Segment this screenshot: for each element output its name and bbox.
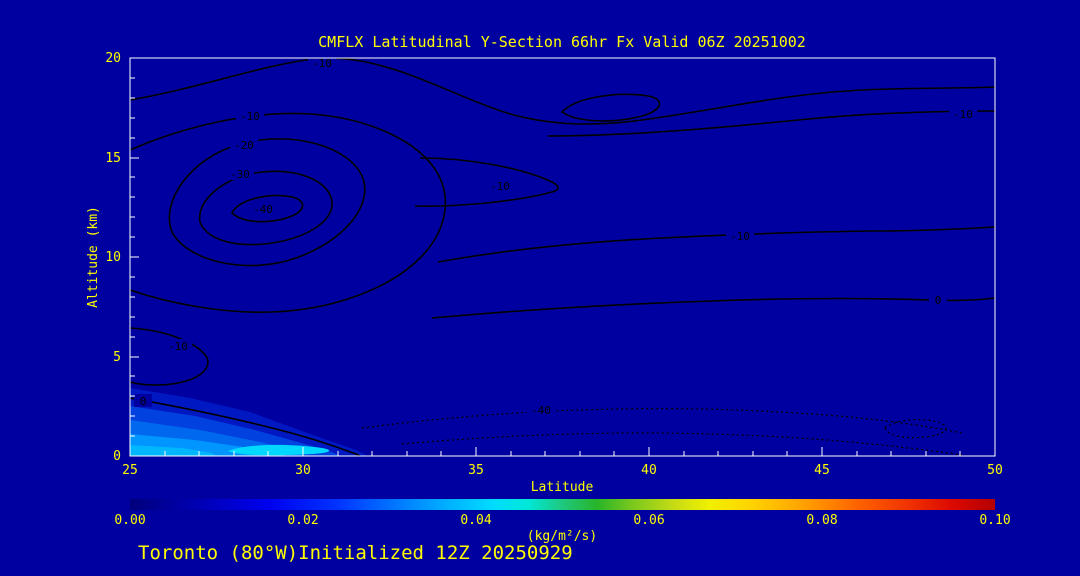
- colorbar-tick-label: 0.08: [806, 513, 837, 528]
- svg-text:-10: -10: [240, 110, 260, 123]
- colorbar-tick-label: 0.04: [460, 513, 491, 528]
- contour-label-group: -10 -10 -20 -30 -40 -10 -10 -10: [134, 57, 977, 417]
- colorbar-tick-label: 0.00: [114, 513, 145, 528]
- colorbar-tick-label: 0.06: [633, 513, 664, 528]
- x-tick-label: 25: [122, 463, 138, 478]
- colorbar-tick-label: 0.02: [287, 513, 318, 528]
- contour-label: 0: [929, 293, 947, 307]
- contour-label: -10: [726, 229, 754, 243]
- axis-ticks: [129, 57, 996, 457]
- contour-label: -10: [164, 339, 192, 353]
- x-tick-label: 30: [295, 463, 311, 478]
- svg-text:-10: -10: [168, 340, 188, 353]
- colorbar-tick-labels: 0.00 0.02 0.04 0.06 0.08 0.10: [114, 513, 1010, 528]
- colorbar-gradient: [130, 499, 995, 510]
- contour-label: -20: [230, 138, 258, 152]
- contour-label: -10: [486, 179, 514, 193]
- x-tick-label: 50: [987, 463, 1003, 478]
- y-tick-label: 0: [113, 449, 121, 464]
- colorbar-tick-label: 0.10: [979, 513, 1010, 528]
- contour-label: -40: [249, 202, 277, 216]
- dotted-contour-lines: [361, 407, 963, 456]
- contour-label: -10: [236, 109, 264, 123]
- init-footer: Toronto (80°W)Initialized 12Z 20250929: [138, 542, 573, 564]
- y-tick-label: 15: [105, 151, 121, 166]
- x-tick-label: 35: [468, 463, 484, 478]
- contour-label: -30: [226, 167, 254, 181]
- svg-text:-30: -30: [230, 168, 250, 181]
- svg-text:-10: -10: [953, 108, 973, 121]
- svg-text:-10: -10: [312, 57, 332, 70]
- svg-text:-10: -10: [490, 180, 510, 193]
- svg-text:-40: -40: [531, 404, 551, 417]
- chart-title: CMFLX Latitudinal Y-Section 66hr Fx Vali…: [318, 33, 806, 51]
- contour-label: 0: [134, 394, 152, 408]
- svg-text:-40: -40: [253, 203, 273, 216]
- svg-text:0: 0: [140, 395, 147, 408]
- svg-text:-10: -10: [730, 230, 750, 243]
- x-tick-label: 45: [814, 463, 830, 478]
- y-tick-label: 10: [105, 250, 121, 265]
- contour-label: -40: [527, 403, 555, 417]
- y-tick-label: 20: [105, 51, 121, 66]
- x-tick-label: 40: [641, 463, 657, 478]
- y-tick-label: 5: [113, 350, 121, 365]
- svg-text:0: 0: [935, 294, 942, 307]
- contour-label: -10: [308, 57, 336, 70]
- y-axis-title: Altitude (km): [86, 206, 101, 308]
- colorbar-units: (kg/m²/s): [527, 529, 597, 544]
- x-axis-tick-labels: 25 30 35 40 45 50: [122, 463, 1003, 478]
- y-axis-tick-labels: 0 5 10 15 20: [105, 51, 121, 464]
- svg-text:-20: -20: [234, 139, 254, 152]
- x-axis-title: Latitude: [531, 480, 594, 495]
- contour-label: -10: [949, 107, 977, 121]
